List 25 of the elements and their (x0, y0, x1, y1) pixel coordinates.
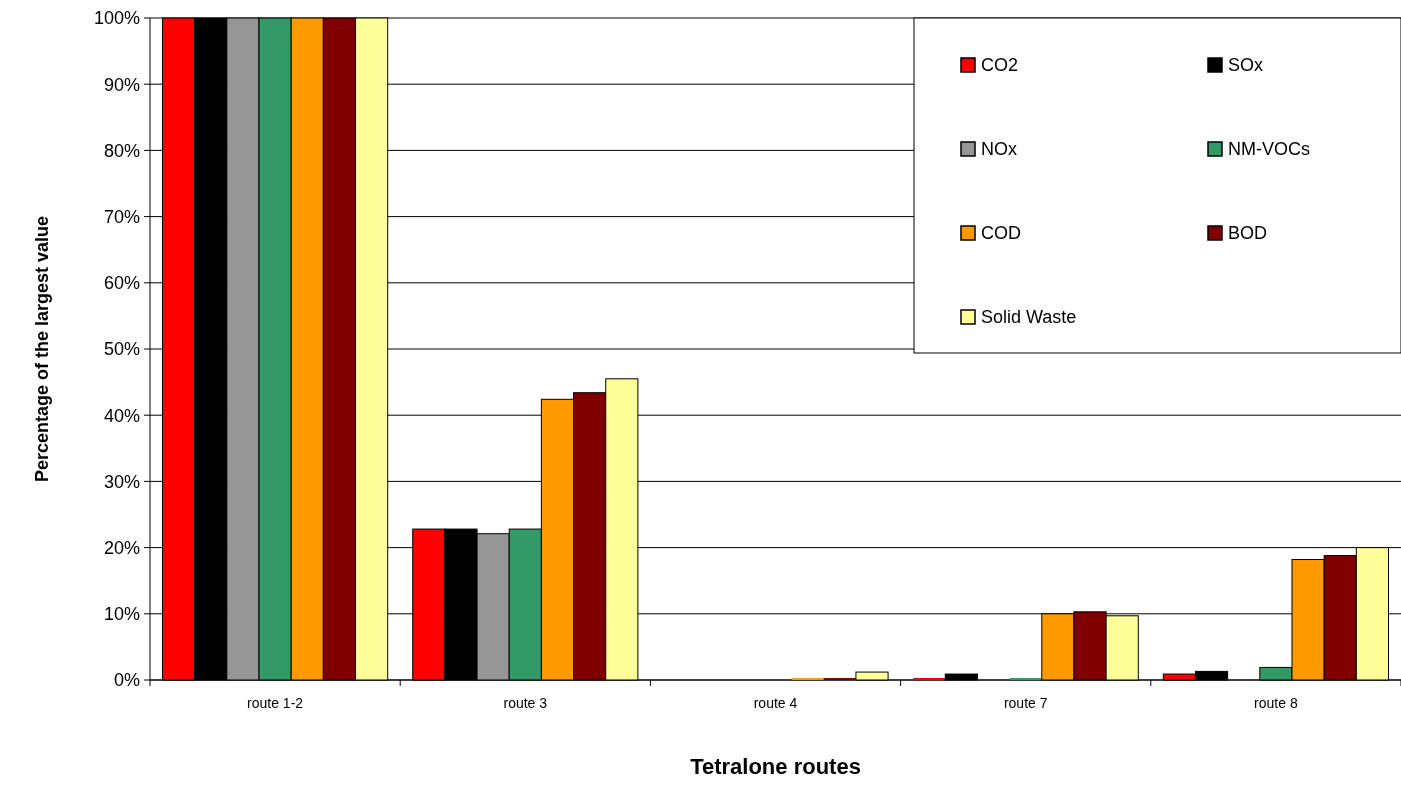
y-tick-label: 20% (103, 537, 140, 558)
legend-label: Solid Waste (981, 307, 1077, 328)
y-tick-label: 40% (103, 405, 140, 426)
y-tick-label: 100% (93, 8, 140, 29)
y-tick-label: 10% (103, 604, 140, 625)
legend-label: BOD (1228, 223, 1268, 244)
x-tick-label: route 3 (503, 695, 548, 711)
y-tick-label: 50% (103, 339, 140, 360)
legend-label: SOx (1228, 55, 1264, 76)
y-tick-label: 30% (103, 471, 140, 492)
x-tick-label: route 1-2 (247, 695, 304, 711)
y-tick-label: 60% (103, 273, 140, 294)
x-tick-label: route 8 (1254, 695, 1298, 711)
legend-label: NOx (981, 139, 1017, 160)
x-axis-title: Tetralone routes (690, 754, 861, 779)
y-tick-label: 0% (113, 670, 140, 691)
y-tick-label: 80% (103, 140, 140, 161)
x-tick-label: route 4 (753, 695, 798, 711)
y-tick-label: 70% (103, 206, 140, 227)
y-axis-title: Percentage of the largest value (32, 215, 52, 483)
legend-label: NM-VOCs (1228, 139, 1310, 160)
legend-label: CO2 (981, 55, 1019, 76)
y-tick-label: 90% (103, 74, 140, 95)
x-tick-label: route 7 (1003, 695, 1048, 711)
legend-label: COD (981, 223, 1021, 244)
